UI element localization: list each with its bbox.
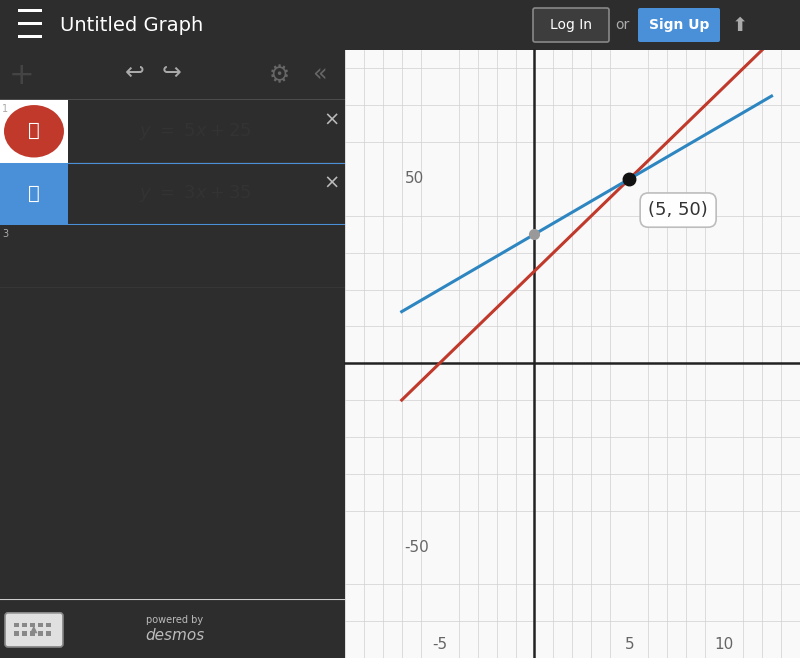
Text: ⚙: ⚙ (270, 63, 290, 87)
Text: 5: 5 (625, 638, 634, 653)
Bar (18, 9, 42, 12)
Ellipse shape (4, 105, 64, 157)
Text: desmos: desmos (146, 628, 205, 644)
Text: 50: 50 (405, 172, 424, 186)
Text: +: + (9, 61, 34, 89)
Bar (46, 631, 51, 636)
Bar (0, 100, 68, 163)
Text: (5, 50): (5, 50) (648, 201, 708, 219)
FancyBboxPatch shape (5, 613, 63, 647)
Ellipse shape (4, 168, 64, 220)
Bar (30, 631, 35, 636)
Text: «: « (313, 63, 327, 87)
Text: ×: × (324, 173, 340, 192)
Text: 2: 2 (2, 166, 8, 176)
Bar (30, 623, 35, 627)
Text: 1: 1 (2, 104, 8, 114)
Bar (38, 631, 43, 636)
Text: powered by: powered by (146, 615, 203, 625)
Text: 𝒩: 𝒩 (28, 185, 40, 203)
Text: 𝒩: 𝒩 (28, 122, 40, 140)
Text: Untitled Graph: Untitled Graph (60, 16, 203, 34)
Text: -50: -50 (405, 540, 430, 555)
Text: or: or (615, 18, 629, 32)
FancyBboxPatch shape (533, 8, 609, 42)
Text: Log In: Log In (550, 18, 592, 32)
Text: 3: 3 (2, 229, 8, 239)
Text: $y\ =\ 5x + 25$: $y\ =\ 5x + 25$ (138, 121, 251, 141)
Text: ×: × (324, 111, 340, 130)
Text: ↩: ↩ (125, 61, 145, 85)
Bar (22, 631, 27, 636)
Bar (18, 22, 42, 25)
Bar (14, 631, 19, 636)
Bar (46, 623, 51, 627)
Text: 10: 10 (714, 638, 734, 653)
Bar (22, 623, 27, 627)
Text: ⬆: ⬆ (732, 16, 748, 34)
Bar (38, 623, 43, 627)
Text: Sign Up: Sign Up (649, 18, 709, 32)
Bar (18, 34, 42, 38)
FancyBboxPatch shape (638, 8, 720, 42)
Text: ▲: ▲ (30, 624, 38, 634)
Text: -5: -5 (432, 638, 447, 653)
Bar (14, 623, 19, 627)
Bar (0, 163, 68, 225)
Text: $y\ =\ 3x + 35$: $y\ =\ 3x + 35$ (138, 184, 251, 204)
Text: ↪: ↪ (162, 61, 182, 85)
